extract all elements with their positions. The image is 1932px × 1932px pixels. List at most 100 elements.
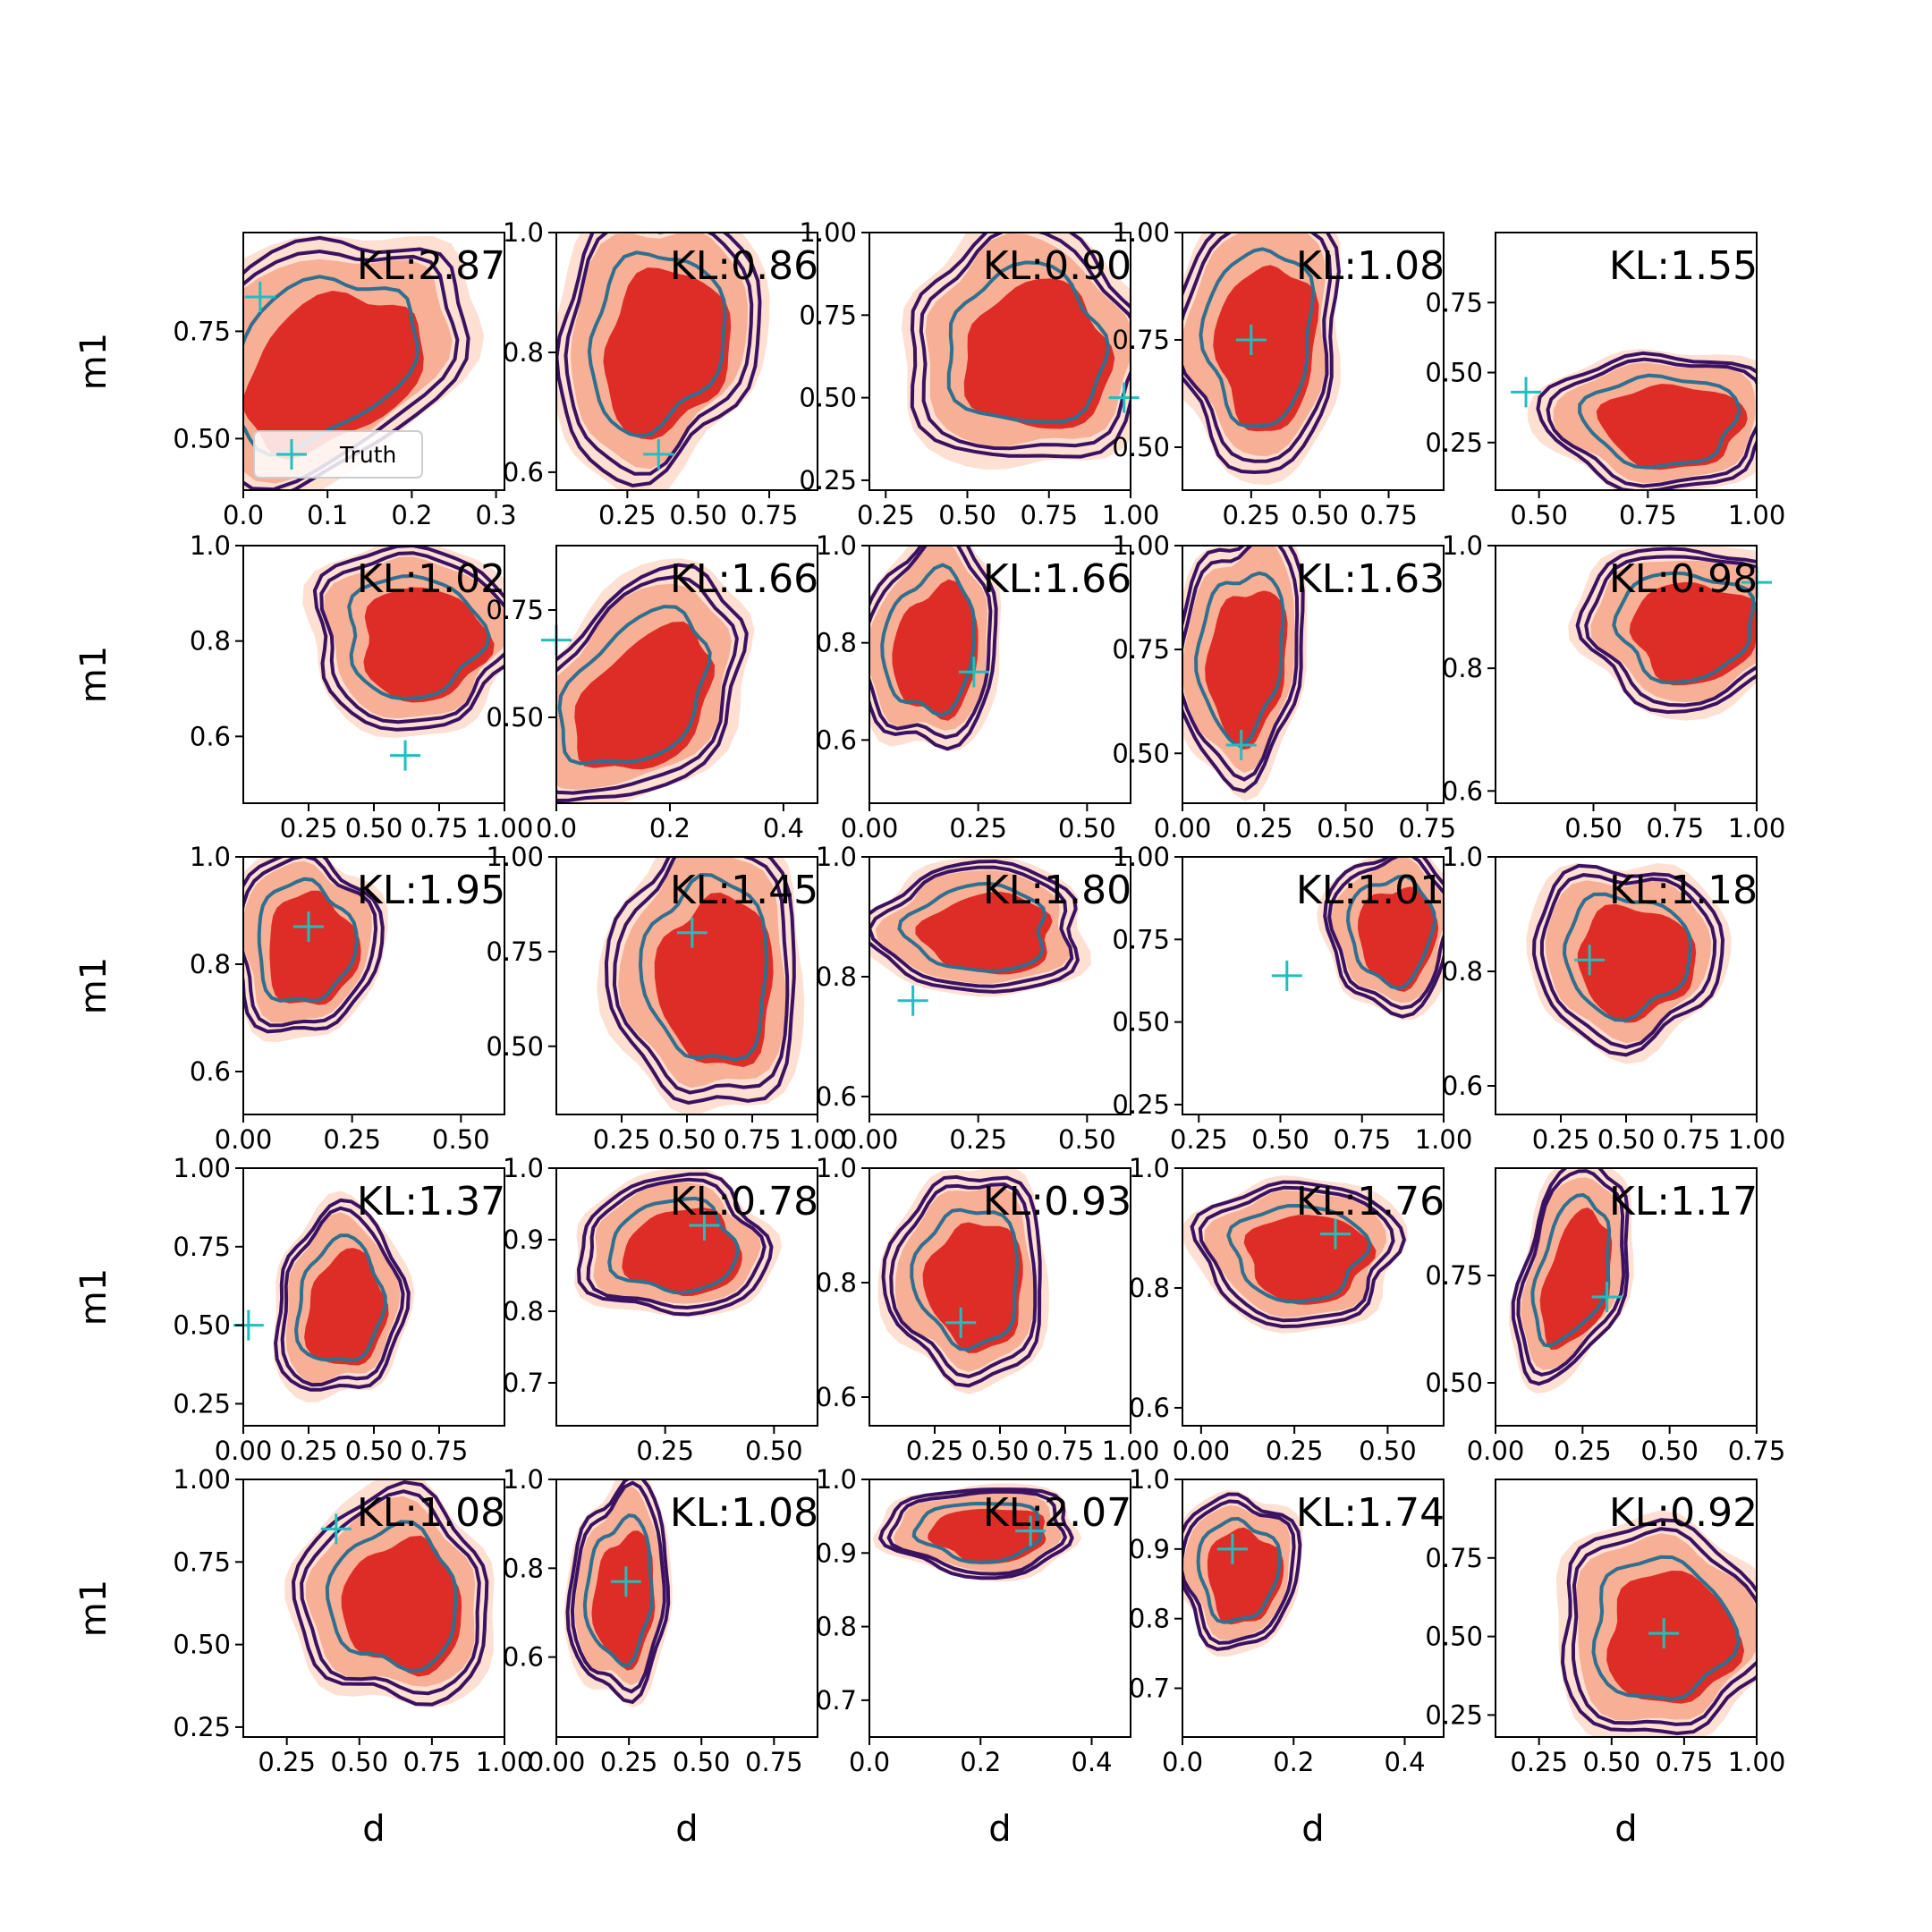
y-tick-label: 0.7: [503, 1368, 544, 1398]
density-contours: [1317, 857, 1444, 1021]
x-tick-label: 0.75: [1619, 500, 1677, 530]
density-contours: [1182, 1489, 1303, 1657]
y-tick-label: 1.00: [1112, 530, 1170, 561]
kl-label: KL:1.37: [357, 1179, 505, 1224]
y-tick-label: 0.25: [173, 1712, 231, 1742]
density-contours: [302, 546, 504, 738]
truth-marker: [945, 1307, 977, 1338]
y-tick-label: 0.8: [1442, 956, 1483, 987]
contour-outer-1: [1572, 1527, 1757, 1726]
y-tick-label: 0.75: [1425, 1543, 1483, 1573]
y-tick-label: 1.0: [1442, 530, 1483, 561]
contour-outer-1: [300, 1489, 481, 1696]
contour-outer-2: [312, 546, 504, 732]
x-axis-label: d: [1614, 1809, 1637, 1850]
truth-marker: [293, 911, 324, 942]
density-fill-core: [304, 1248, 389, 1366]
contour-inner: [293, 1233, 387, 1362]
panel-9: 0.00 0.25 0.50 0.75 0.50 0.75 1.00 KL:1.63: [1112, 530, 1456, 843]
density-contours: [273, 1191, 415, 1402]
y-tick-label: 0.50: [799, 383, 857, 413]
panel-21: 0.25 0.50 0.75 1.00 0.25 0.50 0.75 1.00 KL:1.08 m…: [73, 1464, 533, 1850]
y-tick-label: 0.75: [173, 316, 231, 346]
density-contours: [243, 234, 485, 490]
density-fill-core: [363, 587, 495, 703]
kl-label: KL:2.07: [983, 1490, 1131, 1536]
x-tick-label: 1.00: [1728, 500, 1786, 530]
y-tick-label: 0.8: [503, 1553, 544, 1583]
x-axis-label: d: [675, 1809, 698, 1850]
x-tick-label: 0.75: [1663, 1124, 1721, 1155]
y-tick-label: 0.75: [1112, 634, 1170, 665]
axes-frame: [242, 232, 505, 491]
y-tick-label: 0.8: [816, 1612, 857, 1642]
x-tick-label: 0.75: [1360, 500, 1418, 530]
y-axis-label: m1: [73, 957, 114, 1014]
x-tick-label: 0.25: [636, 1436, 694, 1466]
contour-inner: [1226, 1203, 1372, 1304]
y-tick-label: 0.75: [486, 595, 544, 625]
x-tick-label: 0.2: [960, 1747, 1001, 1777]
contour-outer-1: [570, 1480, 666, 1694]
x-tick-label: 0.1: [307, 500, 348, 530]
x-axis-label: d: [1301, 1809, 1324, 1850]
axes-frame: [555, 232, 818, 491]
x-tick-label: 0.25: [949, 813, 1007, 843]
kl-label: KL:0.90: [983, 243, 1131, 289]
axes-frame: [869, 232, 1131, 491]
contour-outer-2: [881, 1174, 1042, 1388]
x-tick-label: 0.50: [1582, 1747, 1640, 1777]
density-contours: [564, 1479, 673, 1708]
panel-6: 0.25 0.50 0.75 1.00 0.6 0.8 1.0 KL:1.02 m1: [73, 530, 533, 843]
x-tick-label: 0.75: [1333, 1124, 1391, 1155]
x-tick-label: 0.50: [345, 1436, 403, 1466]
panel-24: 0.0 0.2 0.4 0.7 0.8 0.9 1.0 KL:1.74 d: [1129, 1464, 1445, 1850]
axes-frame: [1182, 856, 1445, 1115]
x-tick-label: 0.25: [949, 1124, 1007, 1155]
legend-box: [253, 430, 423, 479]
density-contours: [1182, 233, 1341, 486]
x-tick-label: 0.25: [1554, 1436, 1612, 1466]
x-tick-label: 0.50: [345, 813, 403, 843]
x-tick-label: 0.50: [669, 500, 727, 530]
x-tick-label: 0.25: [1170, 1124, 1228, 1155]
y-tick-label: 1.0: [1129, 1464, 1170, 1495]
panel-3: 0.25 0.50 0.75 1.00 0.25 0.50 0.75 1.00 KL:0.90: [799, 217, 1159, 530]
x-tick-label: 0.25: [1223, 500, 1281, 530]
kl-label: KL:1.80: [983, 868, 1131, 913]
y-axis-label: m1: [73, 333, 114, 390]
x-tick-label: 0.25: [280, 1436, 338, 1466]
contour-outer-1: [1516, 1169, 1626, 1377]
x-tick-label: 0.25: [1510, 1747, 1568, 1777]
x-tick-label: 0.00: [1173, 1436, 1231, 1466]
axes-frame: [555, 1167, 818, 1427]
x-tick-label: 0.75: [1646, 813, 1704, 843]
x-tick-label: 0.50: [938, 500, 996, 530]
panel-18: 0.25 0.50 0.75 1.00 0.6 0.8 1.0 KL:0.93: [816, 1153, 1159, 1466]
x-tick-label: 1.00: [1728, 813, 1786, 843]
x-tick-label: 1.00: [789, 1124, 847, 1155]
density-contours: [556, 233, 770, 490]
x-tick-label: 0.00: [1154, 813, 1212, 843]
contour-outer-1: [1539, 873, 1717, 1049]
x-tick-label: 0.75: [411, 813, 469, 843]
truth-marker: [390, 740, 421, 771]
kl-label: KL:1.08: [670, 1490, 818, 1536]
y-tick-label: 0.75: [1425, 1260, 1483, 1291]
axes-frame: [242, 856, 505, 1115]
density-contours: [869, 857, 1091, 997]
y-tick-label: 0.50: [486, 1031, 544, 1062]
density-fill-core: [574, 621, 716, 770]
y-tick-label: 0.50: [1425, 1622, 1483, 1652]
x-tick-label: 0.50: [1317, 813, 1375, 843]
truth-marker: [1574, 945, 1606, 976]
contour-inner: [1612, 571, 1756, 685]
contour-outer-1: [319, 551, 504, 724]
x-tick-label: 0.50: [971, 1436, 1030, 1466]
density-contours: [597, 857, 805, 1114]
x-tick-label: 0.75: [411, 1436, 469, 1466]
legend: Truth: [253, 430, 423, 479]
panel-8: 0.00 0.25 0.50 0.6 0.8 1.0 KL:1.66: [816, 530, 1131, 843]
